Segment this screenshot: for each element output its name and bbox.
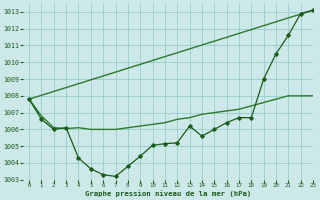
X-axis label: Graphe pression niveau de la mer (hPa): Graphe pression niveau de la mer (hPa) [85,190,251,197]
